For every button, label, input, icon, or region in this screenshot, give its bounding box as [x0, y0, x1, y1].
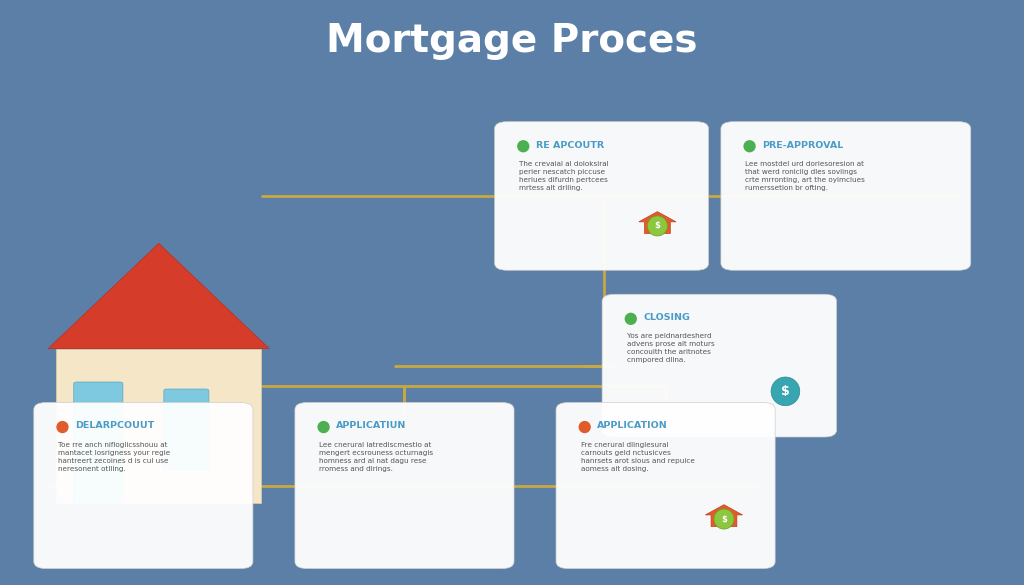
Text: $: $ [781, 385, 790, 398]
Polygon shape [48, 243, 269, 349]
FancyBboxPatch shape [74, 382, 123, 505]
Ellipse shape [714, 509, 734, 529]
Text: The crevaial al doloksiral
perier nescatch piccuse
heriues difurdn pertcees
mrte: The crevaial al doloksiral perier nescat… [519, 161, 609, 191]
Text: Mortgage Proces: Mortgage Proces [327, 22, 697, 60]
Text: Yos are peidnardesherd
advens prose alt moturs
concouith the aritnotes
cnmpored : Yos are peidnardesherd advens prose alt … [627, 333, 715, 363]
Ellipse shape [317, 421, 330, 433]
Ellipse shape [743, 140, 756, 153]
Text: $: $ [654, 222, 660, 230]
Ellipse shape [647, 216, 668, 236]
Text: APPLICATION: APPLICATION [597, 421, 668, 431]
Text: Lee mostdel urd doriesoresion at
that werd roniciig dles soviings
crte mrronting: Lee mostdel urd doriesoresion at that we… [745, 161, 865, 191]
Ellipse shape [771, 377, 800, 406]
Text: Toe rre anch nifioglicsshouu at
mantacet losrigness your regie
hantreert zecoine: Toe rre anch nifioglicsshouu at mantacet… [58, 442, 171, 472]
Text: RE APCOUTR: RE APCOUTR [536, 140, 604, 150]
Text: DELARPCOUUT: DELARPCOUUT [75, 421, 154, 431]
FancyBboxPatch shape [721, 122, 971, 270]
FancyBboxPatch shape [164, 389, 209, 470]
Ellipse shape [517, 140, 529, 153]
Polygon shape [706, 505, 742, 526]
FancyBboxPatch shape [495, 122, 709, 270]
Text: PRE-APPROVAL: PRE-APPROVAL [762, 140, 843, 150]
Ellipse shape [625, 312, 637, 325]
Text: CLOSING: CLOSING [643, 313, 690, 322]
Text: Fre cnerural dlinglesural
carnouts geld nctusicves
hanrsets arot slous and repui: Fre cnerural dlinglesural carnouts geld … [581, 442, 694, 472]
Text: Lee cnerural iatrediscmestio at
mengert ecsrouness octurnagis
homness ard al nat: Lee cnerural iatrediscmestio at mengert … [319, 442, 433, 472]
FancyBboxPatch shape [34, 402, 253, 569]
FancyBboxPatch shape [556, 402, 775, 569]
FancyBboxPatch shape [295, 402, 514, 569]
Polygon shape [56, 349, 261, 503]
Ellipse shape [579, 421, 591, 433]
Ellipse shape [56, 421, 69, 433]
Text: APPLICATIUN: APPLICATIUN [336, 421, 407, 431]
FancyBboxPatch shape [602, 294, 837, 437]
Text: $: $ [721, 515, 727, 524]
Polygon shape [639, 212, 676, 233]
